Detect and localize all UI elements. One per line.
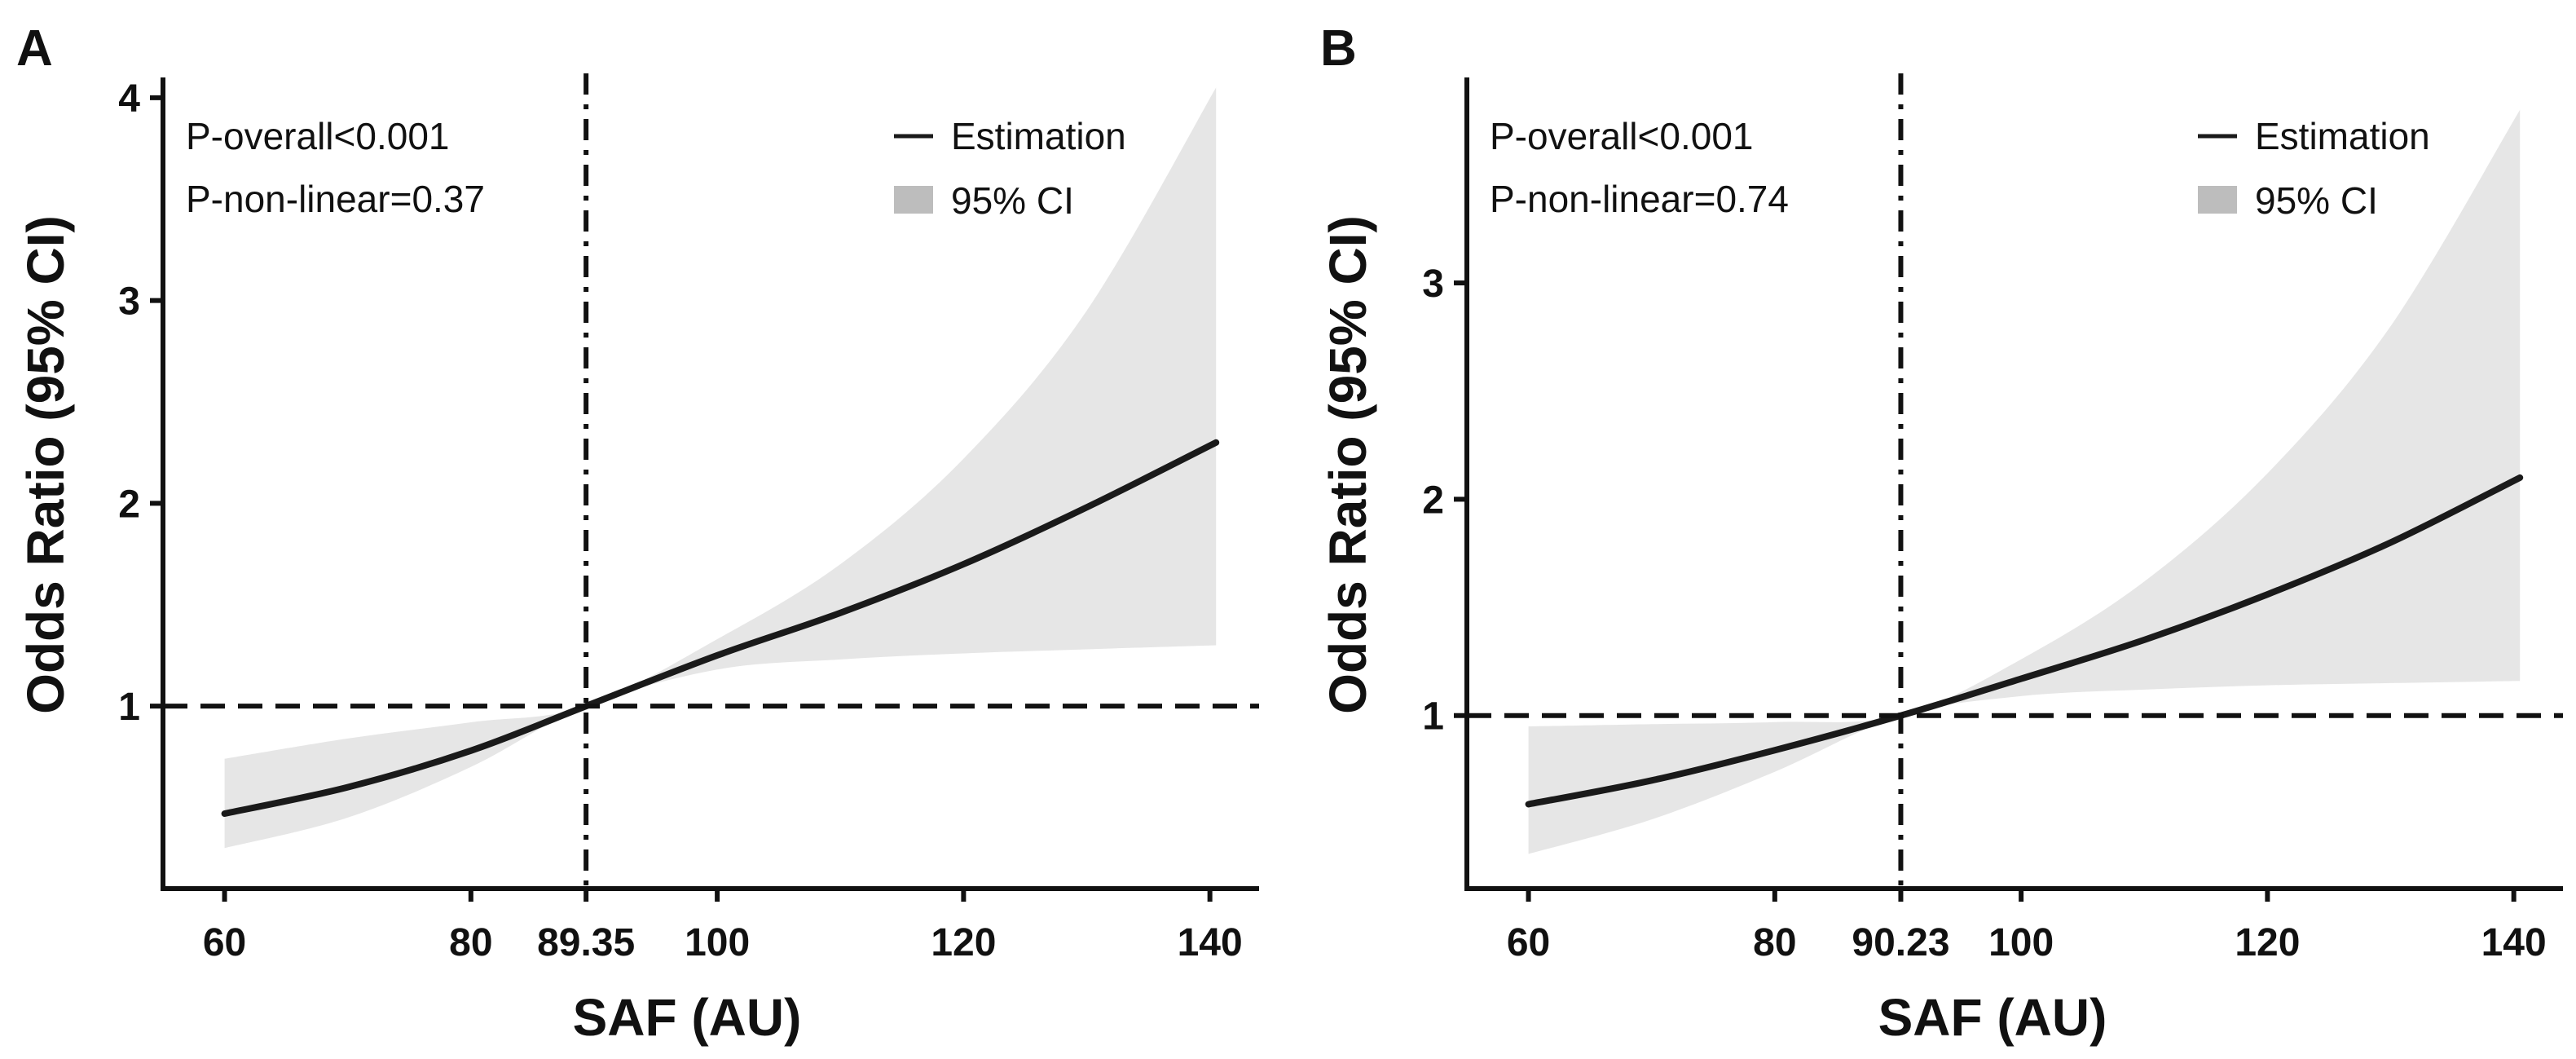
panel-a-axis-layer [161, 77, 1259, 891]
panel-b-estimation-curve [1525, 474, 2524, 808]
panel-a-legend: Estimation 95% CI [894, 115, 1126, 222]
panel-b-legend: Estimation 95% CI [2198, 115, 2430, 222]
panel-a: A 1 2 3 4 60 80 89.35 100 120 140 SAF (AU) Odds … [16, 20, 1259, 1047]
panel-a-x-axis-title: SAF (AU) [573, 988, 802, 1047]
panel-b-x-tick-label: 80 [1753, 921, 1796, 964]
panel-b-x-tick-label: 140 [2481, 921, 2547, 964]
panel-a-y-tick-label: 1 [118, 686, 140, 729]
panel-a-ci-layer [224, 87, 1217, 849]
panel-b: B 1 2 3 60 80 90.23 100 120 140 SAF (AU) Odds R… [1319, 20, 2563, 1047]
panel-a-y-axis-title: Odds Ratio (95% CI) [16, 215, 75, 714]
panel-a-legend-ci: 95% CI [951, 179, 1074, 222]
panel-a-x-ticks: 60 80 89.35 100 120 140 [203, 889, 1243, 964]
panel-a-legend-ci-swatch [894, 186, 933, 214]
panel-b-x-tick-label: 60 [1507, 921, 1550, 964]
panel-a-legend-estimation: Estimation [951, 115, 1126, 157]
panel-b-y-tick-label: 1 [1422, 695, 1444, 739]
panel-b-p-nonlinear: P-non-linear=0.74 [1490, 178, 1789, 220]
panel-b-curve-layer [1525, 474, 2524, 808]
panel-a-y-tick-label: 2 [118, 483, 140, 526]
panel-a-reference-layer [163, 73, 1259, 889]
panel-b-legend-ci-swatch [2198, 186, 2237, 214]
panel-b-y-tick-label: 3 [1422, 263, 1444, 306]
panel-a-y-tick-label: 4 [118, 77, 140, 121]
panel-a-curve-layer [221, 439, 1220, 817]
panel-a-ci-band [224, 87, 1217, 849]
panel-b-ci-layer [1528, 109, 2521, 854]
panel-a-estimation-curve [221, 439, 1220, 817]
panel-b-y-axis-title: Odds Ratio (95% CI) [1319, 215, 1377, 714]
panel-a-x-tick-label: 120 [931, 921, 996, 964]
panel-b-x-axis-title: SAF (AU) [1878, 988, 2107, 1047]
panel-b-x-tick-label: 120 [2235, 921, 2300, 964]
panel-a-label: A [16, 20, 53, 77]
panel-a-y-tick-label: 3 [118, 280, 140, 324]
panel-b-legend-ci: 95% CI [2255, 179, 2378, 222]
panel-a-x-tick-label: 60 [203, 921, 246, 964]
panel-a-x-tick-label: 100 [685, 921, 750, 964]
panel-b-axis-layer [1464, 77, 2563, 891]
panel-a-p-overall: P-overall<0.001 [186, 115, 449, 157]
panel-b-x-ticks: 60 80 90.23 100 120 140 [1507, 889, 2547, 964]
panel-b-reference-layer [1467, 73, 2563, 889]
panel-a-x-tick-label: 89.35 [537, 921, 635, 964]
panel-b-ci-band [1528, 109, 2521, 854]
panel-b-y-tick-label: 2 [1422, 479, 1444, 522]
panel-b-legend-estimation: Estimation [2255, 115, 2430, 157]
panel-b-y-ticks: 1 2 3 [1422, 263, 1467, 739]
panel-a-p-nonlinear: P-non-linear=0.37 [186, 178, 485, 220]
panel-a-y-ticks: 1 2 3 4 [118, 77, 163, 729]
panel-a-x-tick-label: 80 [449, 921, 492, 964]
panel-b-x-tick-label: 100 [1988, 921, 2054, 964]
panel-b-label: B [1320, 20, 1357, 77]
panel-a-x-tick-label: 140 [1178, 921, 1243, 964]
panel-b-x-tick-label: 90.23 [1852, 921, 1949, 964]
panel-b-p-overall: P-overall<0.001 [1490, 115, 1753, 157]
